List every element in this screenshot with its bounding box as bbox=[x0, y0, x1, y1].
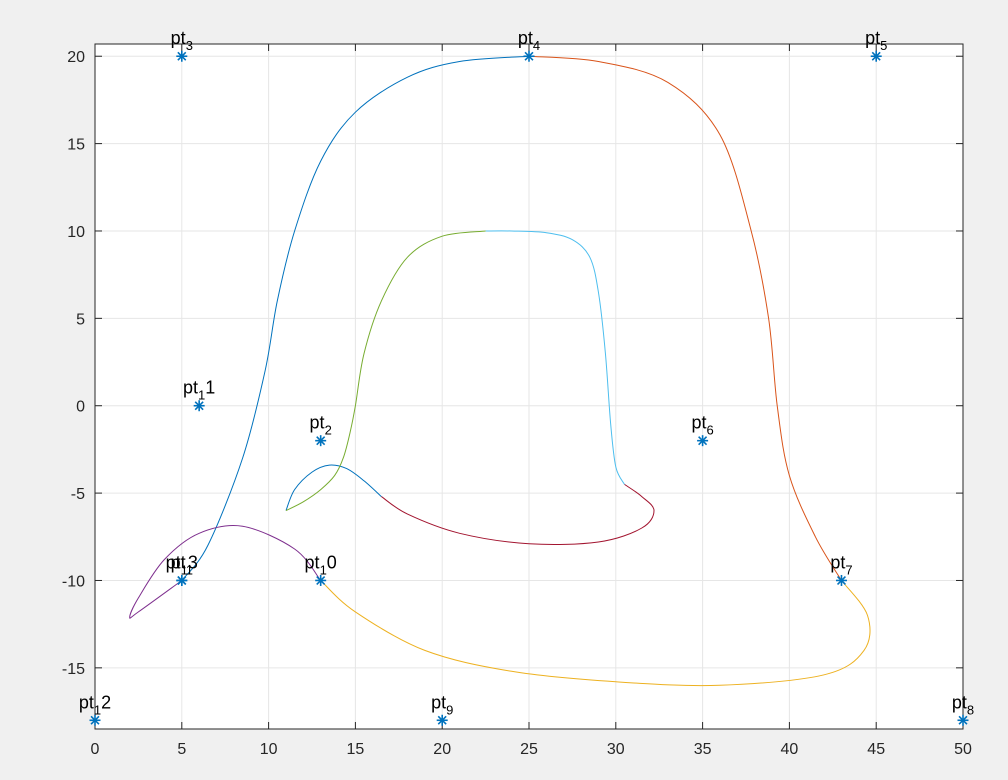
point-label-11: pt12 bbox=[79, 692, 111, 717]
point-marker-6 bbox=[957, 714, 969, 726]
point-label-10: pt2 bbox=[310, 413, 332, 438]
y-tick-label-6: 15 bbox=[67, 137, 85, 154]
curve-segment-0 bbox=[181, 55, 530, 581]
curve-segment-7 bbox=[285, 230, 486, 512]
curve-segment-2 bbox=[320, 580, 871, 687]
point-label-4: pt6 bbox=[691, 413, 713, 438]
x-tick-label-9: 45 bbox=[867, 741, 885, 758]
x-tick-label-4: 20 bbox=[433, 741, 451, 758]
point-marker-7 bbox=[436, 714, 448, 726]
curve-segment-6 bbox=[485, 230, 625, 485]
point-label-3: pt5 bbox=[865, 28, 887, 53]
y-tick-label-4: 5 bbox=[76, 311, 85, 328]
point-label-9: pt11 bbox=[183, 378, 215, 403]
point-marker-4 bbox=[697, 435, 709, 447]
point-marker-9 bbox=[193, 400, 205, 412]
point-marker-5 bbox=[835, 574, 847, 586]
x-tick-label-6: 30 bbox=[607, 741, 625, 758]
points-layer: pt1 pt3 pt4 pt5 pt6 pt7 pt8 pt9 pt10 pt11 pt2 pt12 p… bbox=[79, 28, 974, 726]
y-tick-label-5: 10 bbox=[67, 224, 85, 241]
point-marker-12 bbox=[176, 574, 188, 586]
point-marker-10 bbox=[315, 435, 327, 447]
point-label-8: pt10 bbox=[305, 552, 337, 577]
x-tick-label-3: 15 bbox=[347, 741, 365, 758]
x-tick-label-10: 50 bbox=[954, 741, 972, 758]
x-tick-label-0: 0 bbox=[91, 741, 100, 758]
curve-segment-1 bbox=[528, 55, 842, 581]
y-tick-label-7: 20 bbox=[67, 49, 85, 66]
point-label-1: pt3 bbox=[171, 28, 193, 53]
point-label-12: pt13 bbox=[166, 552, 198, 577]
point-marker-11 bbox=[89, 714, 101, 726]
y-tick-label-3: 0 bbox=[76, 399, 85, 416]
point-label-6: pt8 bbox=[952, 692, 974, 717]
point-label-2: pt4 bbox=[518, 28, 540, 53]
point-label-0: pt1 bbox=[171, 552, 193, 577]
point-marker-3 bbox=[870, 50, 882, 62]
x-tick-label-5: 25 bbox=[520, 741, 538, 758]
curve-segment-5 bbox=[381, 483, 655, 546]
ticks: 0 5 10 15 20 25 30 35 40 45 50 -15 -10 -5 0 5 10 15 20 bbox=[62, 44, 972, 758]
y-tick-label-0: -15 bbox=[62, 661, 85, 678]
x-tick-label-2: 10 bbox=[260, 741, 278, 758]
point-marker-1 bbox=[176, 50, 188, 62]
curve-segment-3 bbox=[129, 525, 322, 619]
y-tick-label-1: -10 bbox=[62, 573, 85, 590]
x-tick-label-8: 40 bbox=[781, 741, 799, 758]
x-tick-label-7: 35 bbox=[694, 741, 712, 758]
series-layer bbox=[129, 55, 871, 687]
point-marker-8 bbox=[315, 574, 327, 586]
point-label-5: pt7 bbox=[830, 552, 852, 577]
curve-segment-4 bbox=[285, 464, 382, 511]
point-marker-2 bbox=[523, 50, 535, 62]
x-tick-label-1: 5 bbox=[177, 741, 186, 758]
point-label-7: pt9 bbox=[431, 692, 453, 717]
y-tick-label-2: -5 bbox=[71, 486, 85, 503]
